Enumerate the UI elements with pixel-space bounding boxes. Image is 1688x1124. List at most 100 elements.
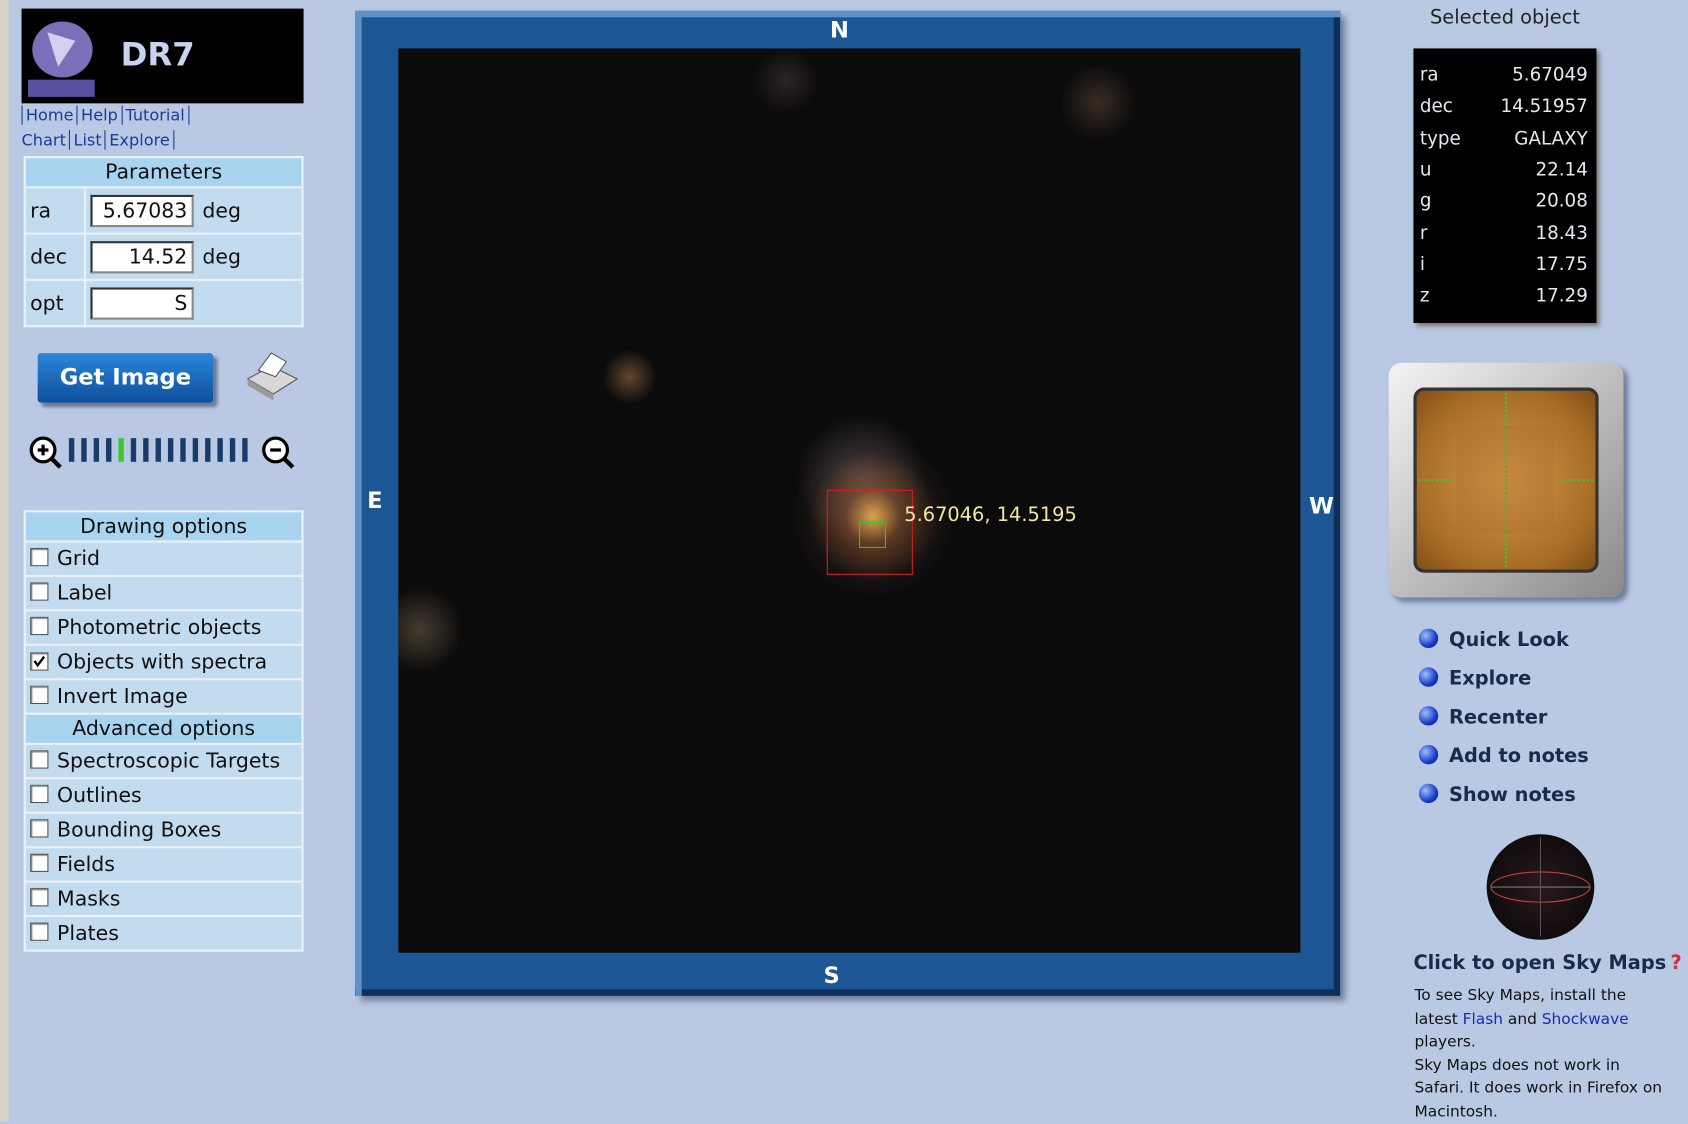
nav-link[interactable]: Help [77, 105, 123, 125]
zoom-slider[interactable] [26, 431, 301, 474]
action-link[interactable]: Add to notes [1418, 744, 1589, 768]
nav-link[interactable]: Tutorial [122, 105, 190, 125]
zoom-step[interactable] [130, 438, 137, 462]
zoom-step[interactable] [93, 438, 100, 462]
print-icon[interactable] [239, 347, 304, 406]
nav-link[interactable]: Explore [106, 130, 175, 150]
property-label: r [1419, 222, 1428, 244]
options-title: Drawing options [23, 510, 304, 543]
zoom-step[interactable] [180, 438, 186, 462]
property-label: dec [1419, 96, 1453, 118]
checkbox[interactable] [30, 819, 49, 838]
action-link[interactable]: Explore [1418, 667, 1532, 691]
action-label[interactable]: Explore [1448, 667, 1532, 691]
checkbox[interactable] [30, 547, 49, 567]
thumbnail [1413, 387, 1599, 573]
zoom-step[interactable] [192, 438, 199, 462]
zoom-step[interactable] [229, 438, 236, 462]
north-label: N [829, 17, 849, 44]
sky-map-globe[interactable] [1486, 834, 1595, 940]
nav-link[interactable]: List [70, 130, 107, 150]
property-label: ra [1419, 64, 1439, 87]
option-label: Grid [57, 546, 100, 571]
note-link[interactable]: Flash [1462, 1010, 1504, 1028]
action-label[interactable]: Recenter [1448, 706, 1548, 729]
action-label[interactable]: Add to notes [1448, 744, 1589, 768]
zoom-step[interactable] [167, 438, 174, 462]
zoom-step[interactable] [205, 438, 211, 462]
property-value: GALAXY [1514, 127, 1588, 150]
action-bullet[interactable] [1418, 744, 1439, 765]
zoom-step[interactable] [155, 438, 161, 462]
option-row: Plates [23, 915, 304, 952]
options-header-row: Drawing options [23, 510, 304, 543]
selected-object-box: ra 5.67049 dec 14.51957 type GALAXY u 22.14 g 20.… [1413, 48, 1597, 323]
zoom-step[interactable] [106, 438, 112, 462]
action-bullet[interactable] [1418, 667, 1439, 687]
action-link[interactable]: Show notes [1418, 783, 1576, 807]
note-text: Sky Maps does not work in Safari. It doe… [1414, 1056, 1663, 1121]
option-row: Objects with spectra [23, 643, 304, 681]
zoom-step[interactable] [118, 438, 124, 462]
help-icon[interactable]: ? [1670, 951, 1682, 975]
checkbox[interactable] [30, 784, 49, 804]
option-cell: Photometric objects [23, 609, 304, 646]
marker-label: 5.67046, 14.5195 [904, 503, 1077, 527]
checkbox-checked[interactable] [30, 652, 49, 671]
action-bullet[interactable] [1418, 783, 1439, 804]
property-label: i [1419, 253, 1426, 276]
sky-maps-notes: To see Sky Maps, install the latest Flas… [1415, 985, 1665, 1124]
option-label: Objects with spectra [57, 650, 268, 674]
property-value: 17.29 [1535, 285, 1588, 307]
property-row: r 18.43 [1420, 222, 1588, 244]
property-label: u [1419, 159, 1432, 181]
checkbox[interactable] [30, 582, 49, 601]
selected-title: Selected object [1430, 6, 1580, 30]
property-value: 14.51957 [1500, 96, 1588, 118]
property-row: g 20.08 [1420, 191, 1588, 213]
zoom-step[interactable] [143, 438, 149, 462]
option-label: Label [57, 581, 113, 605]
parameter-unit: deg [202, 244, 241, 269]
nav-link[interactable]: Chart [21, 130, 71, 150]
property-row: ra 5.67049 [1420, 65, 1588, 87]
nav-link[interactable]: Home [21, 105, 78, 125]
zoom-step[interactable] [217, 438, 223, 462]
parameter-input[interactable]: 14.52 [90, 240, 194, 273]
sky-image[interactable]: 5.67046, 14.5195 [398, 48, 1301, 953]
parameters-table: Parameters ra 5.67083 deg dec 14.52 deg opt S [23, 156, 304, 328]
zoom-step[interactable] [242, 438, 248, 462]
zoom-step[interactable] [81, 438, 87, 462]
property-row: u 22.14 [1420, 159, 1588, 181]
object-box [859, 522, 886, 548]
get-image-button[interactable]: Get Image [37, 353, 214, 403]
action-label[interactable]: Quick Look [1448, 628, 1569, 652]
checkbox[interactable] [30, 853, 49, 872]
action-bullet[interactable] [1418, 706, 1439, 726]
nav-row: Chart List Explore [21, 130, 175, 150]
checkbox[interactable] [30, 616, 49, 636]
sky-maps-link[interactable]: Click to open Sky Maps? [1413, 952, 1681, 975]
action-label[interactable]: Show notes [1448, 783, 1576, 807]
note-link[interactable]: Shockwave [1541, 1010, 1629, 1028]
west-label: W [1309, 493, 1334, 519]
zoom-step[interactable] [68, 438, 75, 462]
action-link[interactable]: Quick Look [1418, 628, 1569, 652]
checkbox[interactable] [30, 888, 49, 907]
note-text: To see Sky Maps, install the latest [1414, 987, 1627, 1028]
checkbox[interactable] [30, 922, 49, 941]
parameter-input[interactable]: S [90, 286, 194, 320]
checkbox[interactable] [30, 750, 49, 769]
sky-maps-title[interactable]: Click to open Sky Maps [1413, 951, 1667, 975]
checkbox[interactable] [30, 685, 49, 705]
option-row: Invert Image [23, 678, 304, 715]
parameter-row: dec 14.52 deg [23, 232, 304, 281]
note-text: and [1503, 1010, 1542, 1028]
property-row: dec 14.51957 [1420, 96, 1588, 118]
action-bullet[interactable] [1418, 628, 1439, 649]
action-link[interactable]: Recenter [1418, 706, 1548, 729]
parameter-input[interactable]: 5.67083 [90, 194, 194, 227]
property-row: i 17.75 [1420, 254, 1588, 276]
